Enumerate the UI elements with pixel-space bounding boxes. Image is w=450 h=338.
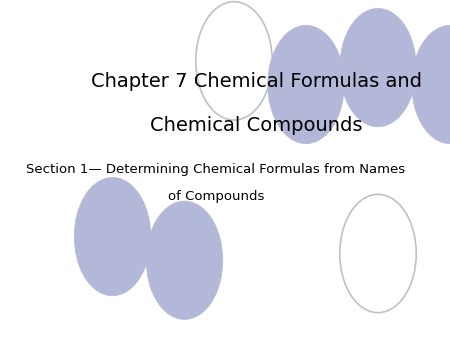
Text: of Compounds: of Compounds: [168, 190, 264, 202]
Ellipse shape: [196, 2, 272, 120]
Text: Chemical Compounds: Chemical Compounds: [150, 116, 363, 135]
Ellipse shape: [340, 8, 416, 127]
Text: Section 1— Determining Chemical Formulas from Names: Section 1— Determining Chemical Formulas…: [27, 163, 405, 175]
Ellipse shape: [340, 194, 416, 313]
Text: Chapter 7 Chemical Formulas and: Chapter 7 Chemical Formulas and: [91, 72, 422, 91]
Ellipse shape: [74, 177, 151, 296]
Ellipse shape: [412, 25, 450, 144]
Ellipse shape: [268, 25, 344, 144]
Ellipse shape: [146, 201, 223, 319]
